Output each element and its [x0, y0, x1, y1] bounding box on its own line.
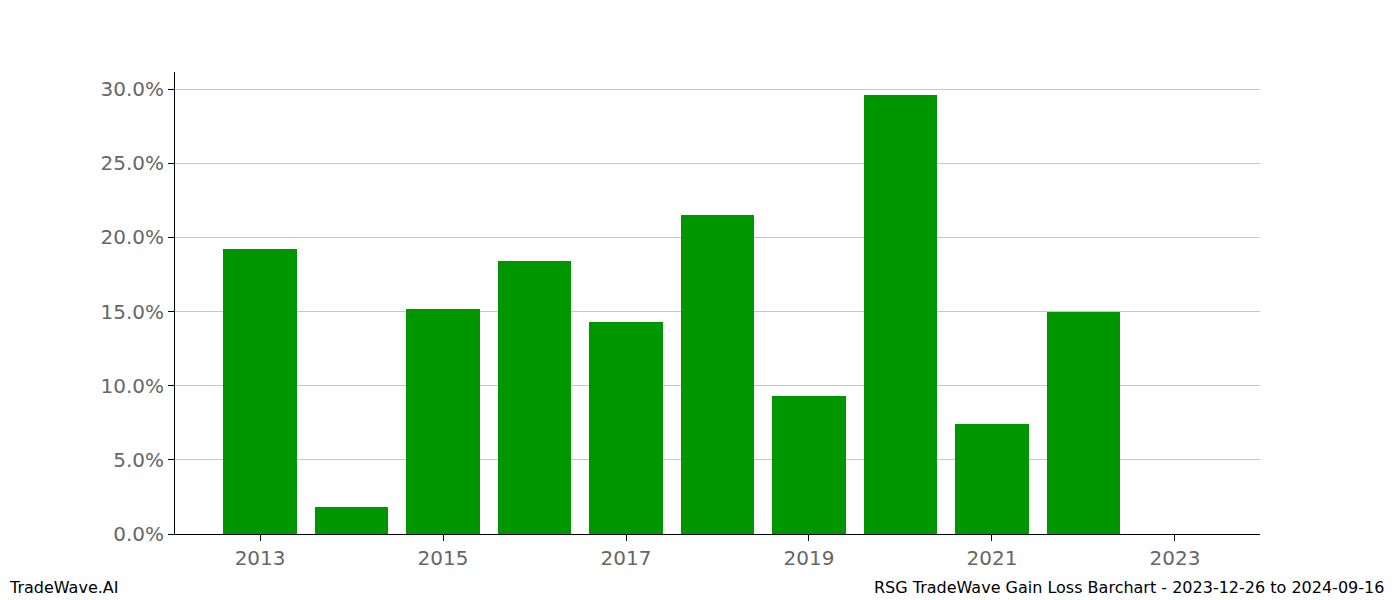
svg-text:2013: 2013 [235, 546, 286, 570]
svg-text:30.0%: 30.0% [100, 77, 164, 101]
svg-text:20.0%: 20.0% [100, 225, 164, 249]
svg-text:2017: 2017 [601, 546, 652, 570]
svg-text:5.0%: 5.0% [113, 448, 164, 472]
svg-text:2023: 2023 [1149, 546, 1200, 570]
svg-text:TradeWave.AI: TradeWave.AI [9, 578, 118, 597]
svg-text:RSG TradeWave Gain Loss Barcha: RSG TradeWave Gain Loss Barchart - 2023-… [874, 578, 1384, 597]
svg-text:10.0%: 10.0% [100, 374, 164, 398]
svg-text:25.0%: 25.0% [100, 151, 164, 175]
svg-text:2021: 2021 [966, 546, 1017, 570]
svg-text:2019: 2019 [784, 546, 835, 570]
svg-text:15.0%: 15.0% [100, 300, 164, 324]
svg-text:0.0%: 0.0% [113, 522, 164, 546]
svg-text:2015: 2015 [418, 546, 469, 570]
